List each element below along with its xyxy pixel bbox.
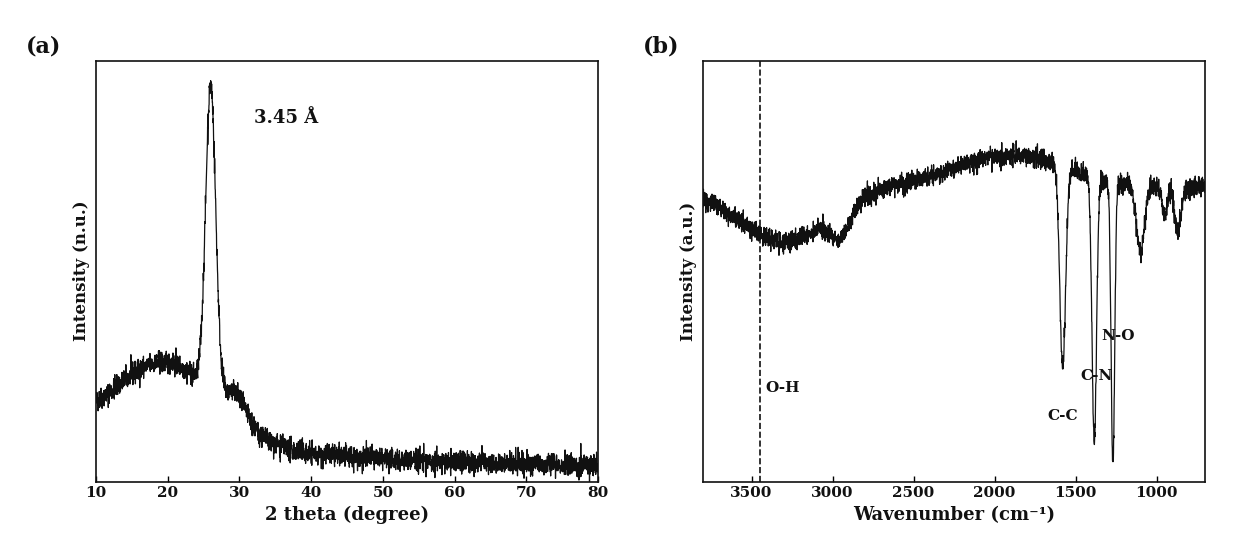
Y-axis label: Intensity (n.u.): Intensity (n.u.) (73, 201, 91, 342)
Text: C-C: C-C (1048, 409, 1078, 423)
Y-axis label: Intensity (a.u.): Intensity (a.u.) (681, 201, 697, 340)
Text: (b): (b) (642, 35, 680, 57)
Text: 3.45 Å: 3.45 Å (254, 108, 317, 127)
Text: (a): (a) (26, 35, 61, 57)
Text: O-H: O-H (765, 381, 800, 395)
X-axis label: 2 theta (degree): 2 theta (degree) (265, 506, 429, 524)
X-axis label: Wavenumber (cm⁻¹): Wavenumber (cm⁻¹) (853, 506, 1055, 524)
Text: N-O: N-O (1101, 329, 1135, 343)
Text: C-N: C-N (1080, 369, 1112, 383)
